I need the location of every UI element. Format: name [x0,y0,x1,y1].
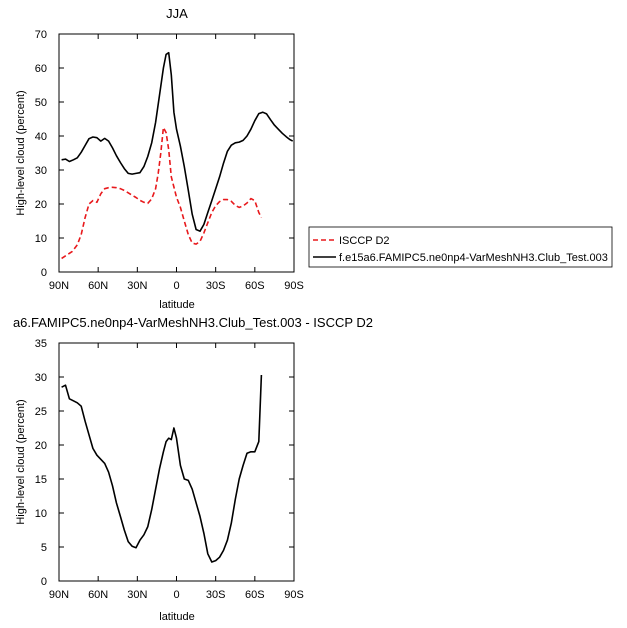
top-plot-frame [58,33,295,273]
bottom-y-tick-label: 5 [41,542,47,554]
top-y-tick-label: 40 [35,131,47,143]
bottom-x-tick-label: 30S [206,589,226,601]
top-x-tick-label: 90S [284,280,304,292]
top-x-tick-label: 30S [206,280,226,292]
top-y-tick-label: 70 [35,29,47,41]
bottom-plot-frame [58,342,295,582]
bottom-y-axis-title: High-level cloud (percent) [15,399,27,524]
bottom-y-tick-label: 0 [41,576,47,588]
bottom-x-tick-label: 0 [173,589,179,601]
top-y-tick-label: 50 [35,97,47,109]
top-x-tick-label: 90N [49,280,69,292]
bottom-x-axis-title: latitude [159,611,194,623]
bottom-panel-title: a6.FAMIPC5.ne0np4-VarMeshNH3.Club_Test.0… [13,315,373,330]
top-y-tick-label: 30 [35,165,47,177]
top-x-tick-label: 0 [173,280,179,292]
bottom-series-line-0 [61,374,263,563]
top-y-tick-label: 0 [41,267,47,279]
legend-box [308,226,613,268]
top-y-tick-label: 10 [35,233,47,245]
top-panel: JJA 90N 60N 30N 0 30S 60S 90S 0 10 20 30 40 50 60 70 l… [15,6,304,311]
legend-label-model: f.e15a6.FAMIPC5.ne0np4-VarMeshNH3.Club_T… [339,252,608,264]
bottom-y-tick-label: 25 [35,406,47,418]
bottom-x-tick-label: 90N [49,589,69,601]
bottom-x-tick-label: 60N [88,589,108,601]
top-y-axis-title: High-level cloud (percent) [15,90,27,215]
legend: ISCCP D2 f.e15a6.FAMIPC5.ne0np4-VarMeshN… [308,226,613,268]
bottom-x-tick-label: 90S [284,589,304,601]
top-series-line-1 [61,51,294,232]
bottom-x-tick-label: 60S [245,589,265,601]
top-x-tick-label: 30N [127,280,147,292]
bottom-y-tick-label: 10 [35,508,47,520]
bottom-x-tick-label: 30N [127,589,147,601]
top-y-tick-label: 60 [35,63,47,75]
bottom-y-tick-label: 30 [35,372,47,384]
top-x-axis-title: latitude [159,299,194,311]
top-series-line-0 [61,126,263,260]
top-x-tick-label: 60S [245,280,265,292]
top-panel-title: JJA [166,6,188,21]
bottom-panel: a6.FAMIPC5.ne0np4-VarMeshNH3.Club_Test.0… [13,315,373,623]
bottom-y-tick-label: 35 [35,338,47,350]
legend-label-isccp: ISCCP D2 [339,235,390,247]
bottom-plot-marks: 90N 60N 30N 0 30S 60S 90S 0 5 10 15 20 25 30 35 [35,338,304,601]
bottom-y-tick-label: 15 [35,474,47,486]
top-y-tick-label: 20 [35,199,47,211]
top-plot-marks: 90N 60N 30N 0 30S 60S 90S 0 10 20 30 40 50 60 70 [35,29,304,292]
bottom-y-tick-label: 20 [35,440,47,452]
top-x-tick-label: 60N [88,280,108,292]
